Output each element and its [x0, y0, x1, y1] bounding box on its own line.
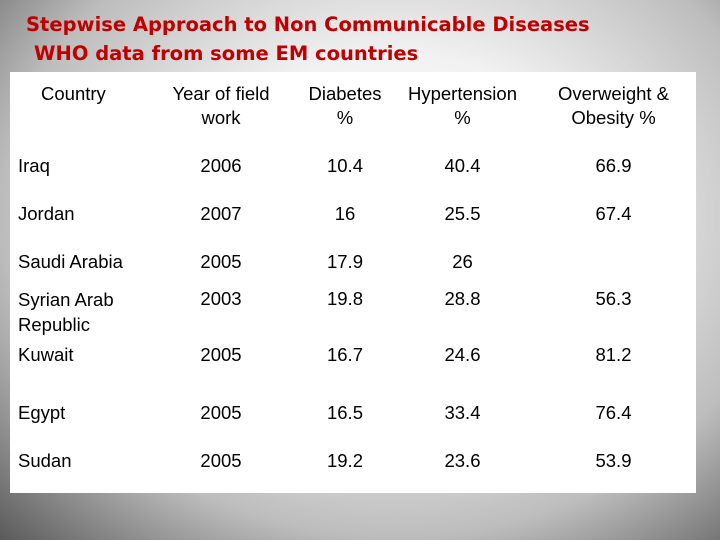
table-row: Saudi Arabia 2005 17.9 26	[10, 238, 696, 286]
cell-diabetes: 16.5	[326, 402, 363, 423]
header-year: Year of field work	[172, 83, 270, 128]
cell-hypertension: 28.8	[444, 288, 481, 309]
table-header-row: Country Year of field work Diabetes % Hy…	[10, 72, 696, 142]
cell-country: Kuwait	[18, 344, 74, 365]
cell-diabetes: 16	[334, 203, 356, 224]
table-row: Iraq 2006 10.4 40.4 66.9	[10, 142, 696, 190]
cell-overweight: 76.4	[595, 402, 632, 423]
ncd-data-table: Country Year of field work Diabetes % Hy…	[10, 72, 696, 485]
table-row: Kuwait 2005 16.7 24.6 81.2	[10, 337, 696, 389]
cell-year: 2005	[200, 402, 242, 423]
cell-diabetes: 16.7	[326, 344, 363, 365]
table-row: Sudan 2005 19.2 23.6 53.9	[10, 437, 696, 485]
cell-country: Iraq	[18, 155, 50, 176]
cell-hypertension: 24.6	[444, 344, 481, 365]
table-row: Syrian Arab Republic 2003 19.8 28.8 56.3	[10, 286, 696, 337]
cell-hypertension: 26	[452, 251, 473, 272]
header-overweight: Overweight & Obesity %	[557, 83, 670, 128]
cell-overweight	[531, 238, 696, 286]
header-hypertension: Hypertension %	[407, 83, 517, 128]
cell-country: Syrian Arab Republic	[18, 289, 114, 335]
cell-country: Egypt	[18, 402, 66, 423]
table-row: Jordan 2007 16 25.5 67.4	[10, 190, 696, 238]
cell-overweight: 56.3	[595, 288, 632, 309]
table-row: Egypt 2005 16.5 33.4 76.4	[10, 389, 696, 437]
cell-country: Saudi Arabia	[18, 251, 123, 272]
slide-title-line1: Stepwise Approach to Non Communicable Di…	[26, 13, 590, 36]
cell-diabetes: 19.2	[326, 450, 363, 471]
header-country: Country	[41, 83, 106, 104]
cell-overweight: 53.9	[595, 450, 632, 471]
cell-diabetes: 17.9	[326, 251, 363, 272]
cell-year: 2007	[200, 203, 242, 224]
cell-hypertension: 23.6	[444, 450, 481, 471]
slide-title: Stepwise Approach to Non Communicable Di…	[26, 10, 706, 68]
cell-overweight: 66.9	[595, 155, 632, 176]
cell-hypertension: 25.5	[444, 203, 481, 224]
cell-overweight: 81.2	[595, 344, 632, 365]
table-panel: Country Year of field work Diabetes % Hy…	[10, 72, 696, 493]
cell-country: Sudan	[18, 450, 72, 471]
cell-year: 2003	[200, 288, 242, 309]
cell-hypertension: 33.4	[444, 402, 481, 423]
cell-diabetes: 19.8	[326, 288, 363, 309]
cell-year: 2006	[200, 155, 242, 176]
cell-year: 2005	[200, 344, 242, 365]
cell-diabetes: 10.4	[326, 155, 363, 176]
slide-title-line2: WHO data from some EM countries	[34, 42, 419, 65]
cell-hypertension: 40.4	[444, 155, 481, 176]
cell-year: 2005	[200, 251, 242, 272]
cell-overweight: 67.4	[595, 203, 632, 224]
cell-year: 2005	[200, 450, 242, 471]
header-diabetes: Diabetes %	[308, 83, 382, 128]
cell-country: Jordan	[18, 203, 75, 224]
